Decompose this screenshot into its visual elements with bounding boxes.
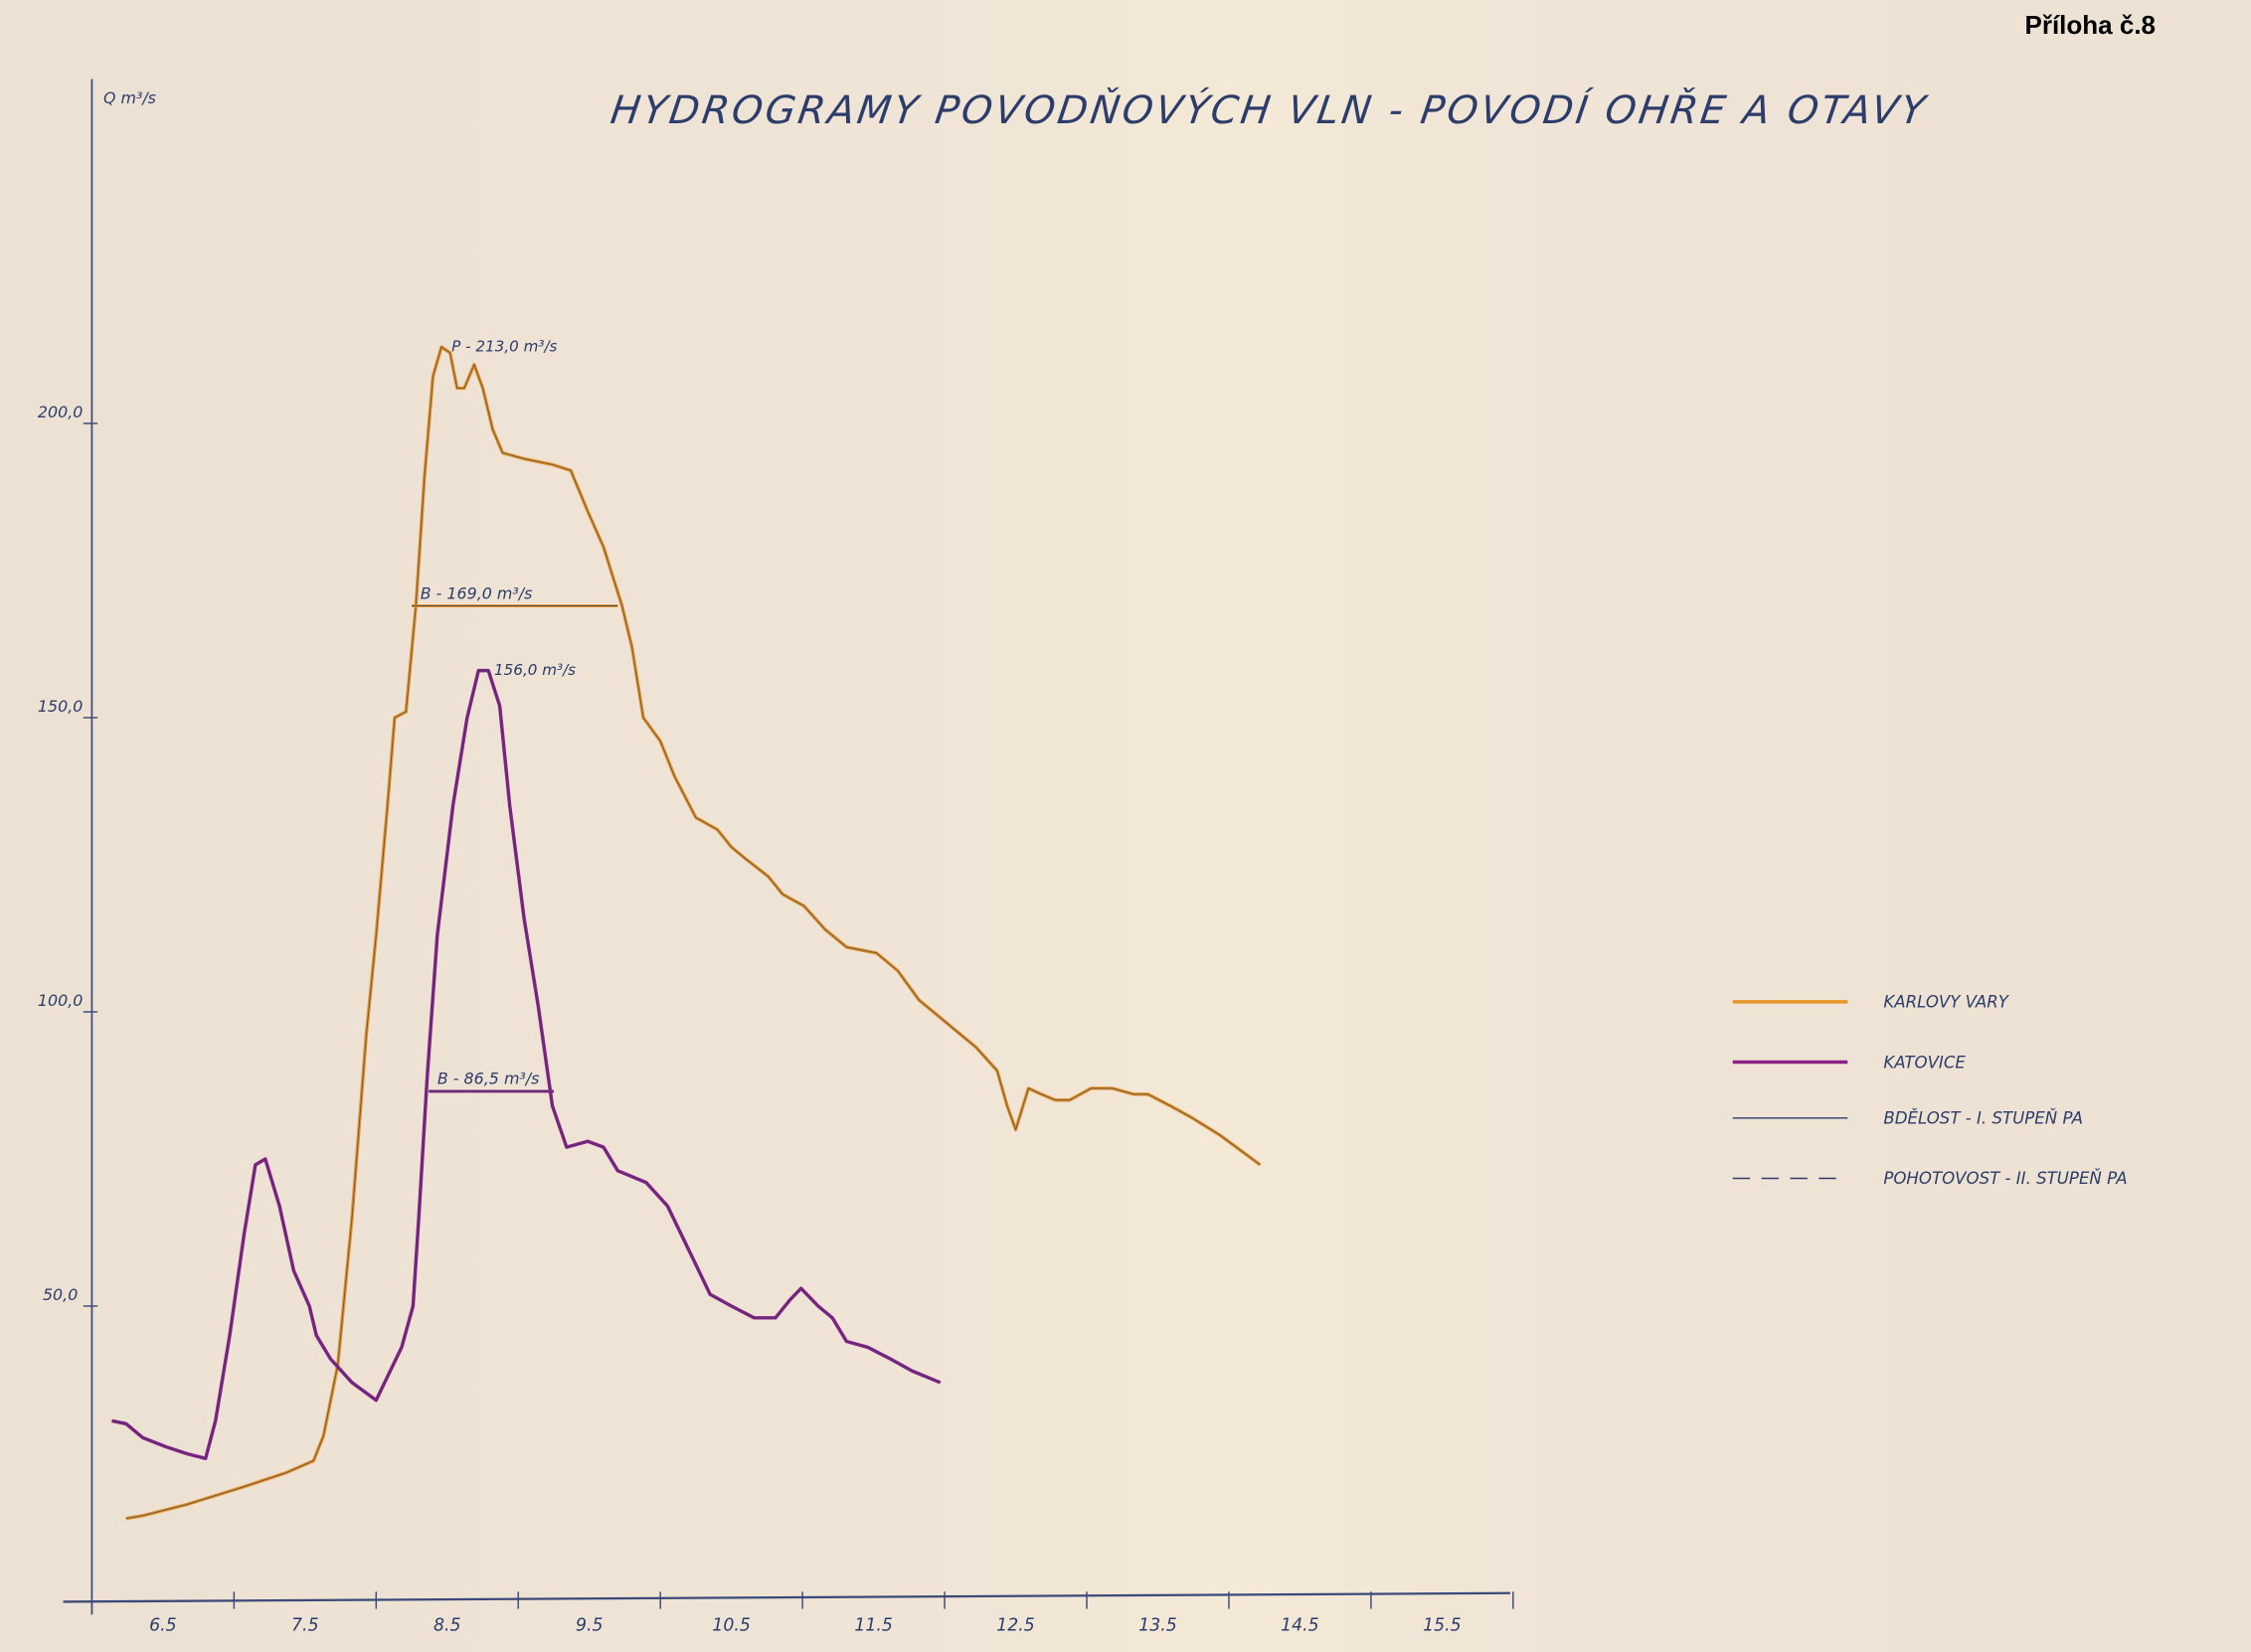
y-axis-label: Q m³/s	[103, 88, 156, 107]
threshold-label: B - 169,0 m³/s	[421, 583, 533, 602]
x-tick-label: 11.5	[854, 1615, 893, 1635]
x-tick-label: 15.5	[1423, 1615, 1462, 1635]
series-line-katovice	[111, 668, 942, 1461]
y-tick-label: 150,0	[38, 697, 83, 716]
x-tick-label: 12.5	[996, 1615, 1035, 1635]
y-tick-label: 50,0	[43, 1285, 78, 1304]
legend-label: KATOVICE	[1883, 1053, 1966, 1072]
series-ink-line	[111, 670, 941, 1459]
peak-annotation: 156,0 m³/s	[494, 661, 576, 679]
peak-annotation: P - 213,0 m³/s	[451, 337, 557, 355]
x-tick-label: 8.5	[433, 1615, 461, 1635]
y-tick-label: 100,0	[38, 991, 83, 1010]
legend-label: BDĚLOST - I. STUPEŇ PA	[1883, 1109, 2083, 1128]
x-tick-label: 9.5	[576, 1615, 604, 1635]
x-tick-label: 13.5	[1138, 1615, 1177, 1635]
threshold-label: B - 86,5 m³/s	[437, 1070, 540, 1088]
annex-label: Příloha č.8	[2024, 10, 2157, 40]
y-tick-label: 200,0	[38, 403, 83, 421]
series-line-karlovy-vary	[125, 345, 1262, 1521]
x-tick-label: 6.5	[149, 1615, 177, 1635]
x-axis	[63, 1591, 1510, 1603]
legend-label: KARLOVY VARY	[1883, 993, 2009, 1012]
x-tick-label: 14.5	[1281, 1615, 1319, 1635]
legend-label: POHOTOVOST - II. STUPEŇ PA	[1883, 1169, 2127, 1188]
series-ink-line	[125, 346, 1261, 1520]
x-tick-label: 10.5	[712, 1615, 751, 1635]
chart-title: HYDROGRAMY POVODŇOVÝCH VLN - POVODÍ OHŘE…	[607, 86, 1931, 133]
x-tick-label: 7.5	[291, 1615, 319, 1635]
